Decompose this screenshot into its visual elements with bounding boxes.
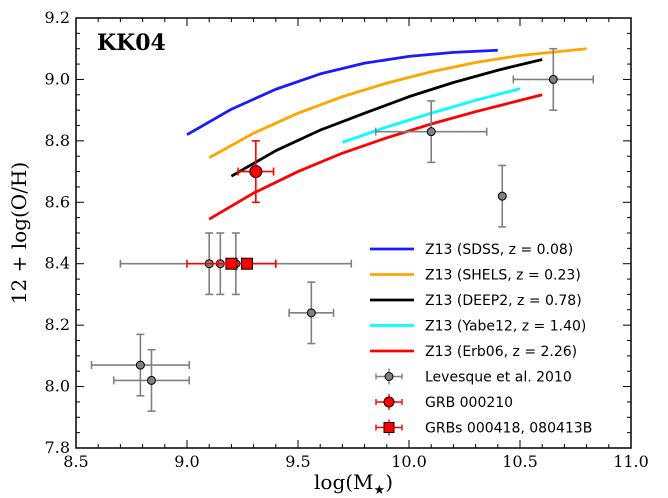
circle-marker [426, 127, 436, 137]
legend-entry: Z13 (SHELS, z = 0.23) [370, 268, 581, 284]
circle-marker [548, 74, 558, 84]
y-tick-label: 7.8 [45, 438, 70, 457]
data-point [512, 47, 595, 111]
legend-label: Z13 (SHELS, z = 0.23) [425, 268, 581, 284]
square-marker [240, 257, 253, 270]
x-tick-label: 10.0 [391, 452, 427, 471]
circle-marker [135, 360, 145, 370]
circle-marker [306, 308, 316, 318]
x-tick-label: 11.0 [613, 452, 649, 471]
y-tick-label: 8.0 [45, 377, 70, 396]
x-tick-label: 9.5 [285, 452, 310, 471]
legend-entry: Z13 (Erb06, z = 2.26) [370, 344, 577, 360]
y-tick-label: 8.4 [45, 254, 70, 273]
x-tick-label: 9.0 [174, 452, 199, 471]
legend-marker-swatch [383, 422, 395, 433]
x-axis-label: log(M★) [314, 470, 393, 498]
data-point [112, 348, 191, 412]
panel-annotation: KK04 [97, 30, 166, 56]
y-tick-label: 9.2 [45, 8, 70, 27]
y-tick-label: 8.8 [45, 131, 70, 150]
model-line [230, 58, 543, 178]
legend-label: Z13 (DEEP2, z = 0.78) [425, 293, 582, 309]
legend-label: Z13 (SDSS, z = 0.08) [425, 242, 573, 258]
legend-entry: Z13 (Yabe12, z = 1.40) [370, 319, 586, 335]
legend-label: GRBs 000418, 080413B [425, 421, 592, 437]
legend-entry: GRBs 000418, 080413B [375, 419, 592, 437]
legend-label: Z13 (Yabe12, z = 1.40) [425, 319, 586, 335]
data-point [288, 281, 335, 345]
legend-entry: Z13 (SDSS, z = 0.08) [370, 242, 573, 258]
data-point [237, 140, 275, 204]
y-tick-label: 9.0 [45, 69, 70, 88]
legend-label: Levesque et al. 2010 [425, 370, 572, 386]
x-axis-label-close: ) [385, 470, 393, 494]
model-line [208, 47, 587, 159]
data-point [497, 164, 507, 228]
data-point [374, 100, 488, 164]
x-tick-label: 10.5 [502, 452, 538, 471]
y-axis-label: 12 + log(O/H) [7, 162, 31, 304]
legend-label: GRB 000210 [425, 395, 513, 411]
data-point [90, 333, 191, 397]
data-marks [90, 47, 595, 412]
legend-entry: Z13 (DEEP2, z = 0.78) [370, 293, 582, 309]
legend-entry: Levesque et al. 2010 [375, 368, 572, 386]
legend-entry: GRB 000210 [375, 394, 513, 411]
x-axis-label-main: log(M [314, 470, 374, 494]
data-point [217, 257, 277, 270]
model-line [208, 93, 543, 221]
circle-marker [146, 375, 156, 385]
legend-marker-swatch [384, 372, 394, 381]
axis-ticks: 8.5 9.0 9.5 10.0 10.5 11.0 7.8 8.0 8.2 8.4 8.6 8.8 9… [45, 8, 649, 471]
y-tick-label: 8.2 [45, 315, 70, 334]
x-tick-label: 8.5 [63, 452, 88, 471]
circle-marker [249, 165, 263, 179]
legend: Z13 (SDSS, z = 0.08) Z13 (SHELS, z = 0.23… [370, 242, 592, 437]
x-axis-label-subscript: ★ [374, 483, 386, 498]
legend-marker-swatch [383, 396, 395, 408]
y-tick-label: 8.6 [45, 192, 70, 211]
model-line [186, 48, 498, 136]
legend-label: Z13 (Erb06, z = 2.26) [425, 344, 577, 360]
circle-marker [497, 191, 507, 201]
